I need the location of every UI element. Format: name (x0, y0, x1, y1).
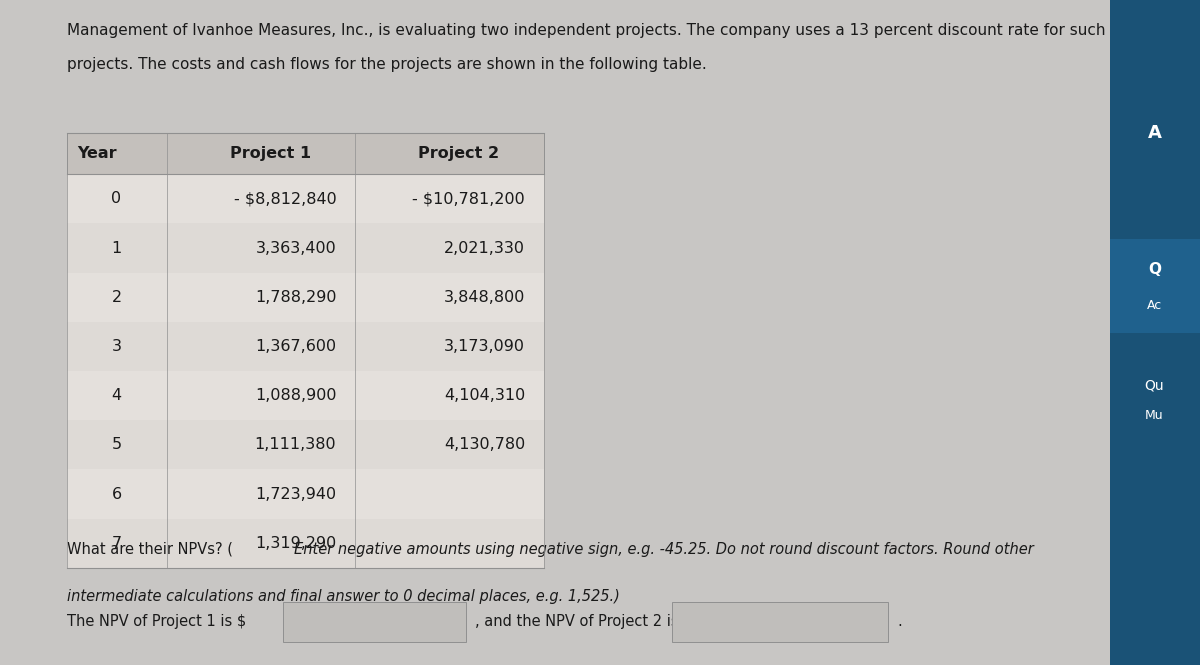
FancyBboxPatch shape (672, 602, 888, 642)
FancyBboxPatch shape (67, 322, 544, 371)
Text: 1,723,940: 1,723,940 (256, 487, 336, 501)
FancyBboxPatch shape (67, 371, 544, 420)
Text: 7: 7 (112, 536, 121, 551)
Text: 4,130,780: 4,130,780 (444, 438, 526, 452)
Text: Ac: Ac (1147, 299, 1162, 313)
Text: 2,021,330: 2,021,330 (444, 241, 526, 255)
Text: 1: 1 (112, 241, 121, 255)
FancyBboxPatch shape (283, 602, 467, 642)
Text: 5: 5 (112, 438, 121, 452)
Text: Q: Q (1148, 262, 1160, 277)
Text: 1,111,380: 1,111,380 (254, 438, 336, 452)
Text: projects. The costs and cash flows for the projects are shown in the following t: projects. The costs and cash flows for t… (67, 57, 707, 72)
Text: 1,367,600: 1,367,600 (256, 339, 336, 354)
Text: Project 2: Project 2 (419, 146, 499, 161)
FancyBboxPatch shape (67, 273, 544, 322)
Text: 1,088,900: 1,088,900 (254, 388, 336, 403)
Text: .: . (896, 614, 901, 629)
Text: 2: 2 (112, 290, 121, 305)
Text: 1,319,290: 1,319,290 (256, 536, 336, 551)
Text: 4,104,310: 4,104,310 (444, 388, 526, 403)
Text: - $10,781,200: - $10,781,200 (413, 192, 526, 206)
Text: Qu: Qu (1145, 378, 1164, 393)
FancyBboxPatch shape (67, 133, 544, 174)
FancyBboxPatch shape (67, 469, 544, 519)
FancyBboxPatch shape (67, 223, 544, 273)
Text: 1,788,290: 1,788,290 (254, 290, 336, 305)
Text: What are their NPVs? (: What are their NPVs? ( (67, 542, 233, 557)
FancyBboxPatch shape (67, 519, 544, 568)
Text: 4: 4 (112, 388, 121, 403)
Text: Mu: Mu (1145, 409, 1164, 422)
Text: The NPV of Project 1 is $: The NPV of Project 1 is $ (67, 614, 246, 629)
Text: 3,363,400: 3,363,400 (256, 241, 336, 255)
Text: Management of Ivanhoe Measures, Inc., is evaluating two independent projects. Th: Management of Ivanhoe Measures, Inc., is… (67, 23, 1105, 39)
Text: Year: Year (78, 146, 118, 161)
Text: Enter negative amounts using negative sign, e.g. -45.25. Do not round discount f: Enter negative amounts using negative si… (294, 542, 1034, 557)
FancyBboxPatch shape (67, 174, 544, 223)
Text: A: A (1147, 124, 1162, 142)
Text: 3,848,800: 3,848,800 (444, 290, 526, 305)
Text: - $8,812,840: - $8,812,840 (234, 192, 336, 206)
Text: 3,173,090: 3,173,090 (444, 339, 526, 354)
Text: 3: 3 (112, 339, 121, 354)
FancyBboxPatch shape (67, 420, 544, 469)
Text: , and the NPV of Project 2 is $: , and the NPV of Project 2 is $ (475, 614, 692, 629)
Text: 0: 0 (112, 192, 121, 206)
Text: Project 1: Project 1 (229, 146, 311, 161)
Text: intermediate calculations and final answer to 0 decimal places, e.g. 1,525.): intermediate calculations and final answ… (67, 589, 619, 604)
Text: 6: 6 (112, 487, 121, 501)
